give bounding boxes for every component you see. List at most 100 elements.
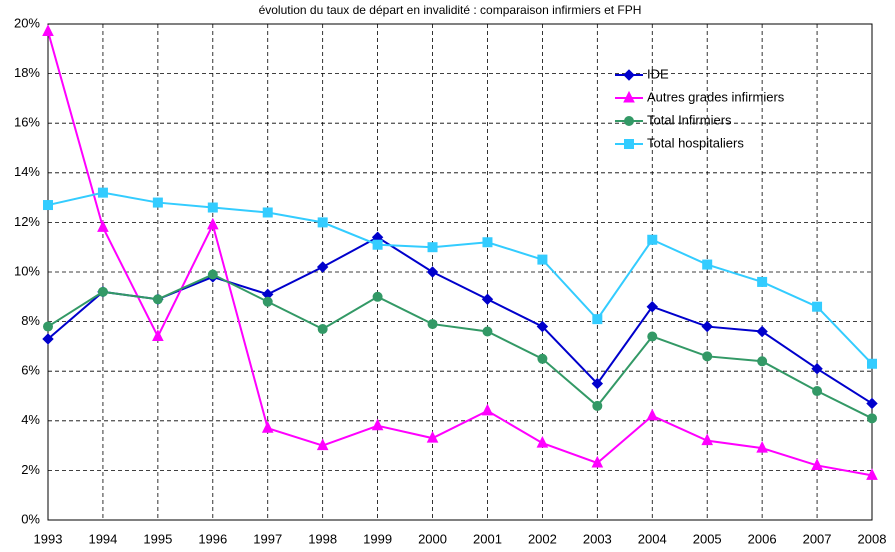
marker [812, 301, 823, 312]
x-tick-label: 2006 [748, 531, 777, 546]
marker [152, 294, 163, 305]
marker [536, 436, 549, 448]
marker [317, 217, 328, 228]
marker [482, 326, 493, 337]
marker [591, 377, 604, 390]
marker [426, 266, 439, 278]
marker [756, 325, 768, 338]
y-tick-label: 14% [14, 164, 40, 179]
x-tick-label: 2004 [638, 531, 667, 546]
y-tick-label: 18% [14, 65, 40, 80]
x-tick-label: 2003 [583, 531, 612, 546]
y-tick-label: 8% [21, 313, 40, 328]
legend-label: IDE [647, 66, 669, 81]
marker [43, 200, 53, 211]
marker [43, 321, 53, 332]
marker [757, 356, 768, 367]
marker [701, 320, 713, 333]
marker [866, 468, 878, 480]
series-line [47, 31, 873, 477]
marker [536, 320, 549, 333]
marker [207, 269, 218, 280]
y-tick-label: 4% [21, 412, 40, 427]
y-tick-label: 16% [14, 115, 40, 130]
legend-label: Total Infirmiers [647, 112, 732, 127]
legend-marker [624, 139, 634, 149]
marker [537, 353, 548, 364]
marker [316, 261, 329, 273]
marker [427, 319, 438, 330]
y-tick-label: 6% [21, 363, 40, 378]
x-tick-label: 1998 [308, 531, 337, 546]
marker [427, 242, 438, 253]
marker [481, 293, 494, 305]
marker [372, 291, 383, 302]
x-tick-label: 1994 [88, 531, 117, 546]
x-tick-label: 1995 [143, 531, 172, 546]
y-tick-label: 2% [21, 462, 40, 477]
marker [317, 324, 328, 335]
x-tick-label: 2005 [693, 531, 722, 546]
legend-marker [624, 116, 634, 126]
marker [206, 217, 219, 230]
marker [42, 24, 54, 36]
marker [811, 363, 823, 375]
marker [867, 413, 877, 424]
x-tick-label: 2008 [858, 531, 887, 546]
x-tick-label: 2007 [803, 531, 832, 546]
series-line [47, 273, 873, 420]
marker [262, 296, 273, 307]
marker [866, 397, 878, 410]
marker [756, 440, 768, 453]
marker [647, 234, 658, 245]
y-tick-label: 12% [14, 214, 40, 229]
x-tick-label: 1997 [253, 531, 282, 546]
marker [261, 421, 274, 433]
marker [702, 259, 713, 270]
marker [757, 276, 768, 287]
x-tick-label: 2000 [418, 531, 447, 546]
marker [97, 187, 108, 198]
marker [426, 431, 439, 443]
y-tick-label: 20% [14, 15, 40, 30]
marker [42, 333, 54, 345]
y-tick-label: 0% [21, 511, 40, 526]
legend-label: Total hospitaliers [647, 135, 744, 150]
marker [592, 314, 603, 325]
legend-marker [623, 69, 635, 81]
x-tick-label: 1999 [363, 531, 392, 546]
marker [371, 418, 384, 431]
series-line [47, 191, 873, 365]
chart-title: évolution du taux de départ en invalidit… [259, 3, 642, 17]
x-tick-label: 2001 [473, 531, 502, 546]
legend-label: Autres grades infirmiers [647, 89, 785, 104]
marker [97, 286, 108, 297]
marker [701, 433, 714, 446]
marker [647, 331, 658, 342]
marker [316, 438, 329, 451]
plot-border [47, 23, 873, 521]
marker [481, 403, 494, 416]
x-tick-label: 1993 [34, 531, 63, 546]
marker [207, 202, 218, 213]
marker [97, 220, 109, 232]
marker [262, 207, 273, 218]
x-tick-label: 2002 [528, 531, 557, 546]
marker [152, 197, 163, 208]
marker [152, 329, 164, 341]
marker [867, 358, 877, 369]
marker [811, 458, 823, 470]
marker [646, 301, 658, 313]
y-tick-label: 10% [14, 263, 40, 278]
marker [591, 455, 604, 468]
marker [537, 254, 548, 265]
legend-marker [623, 90, 635, 103]
marker [372, 239, 383, 250]
marker [812, 386, 823, 397]
marker [646, 408, 659, 421]
series-line [47, 236, 873, 405]
marker [702, 351, 713, 362]
marker [482, 237, 493, 248]
